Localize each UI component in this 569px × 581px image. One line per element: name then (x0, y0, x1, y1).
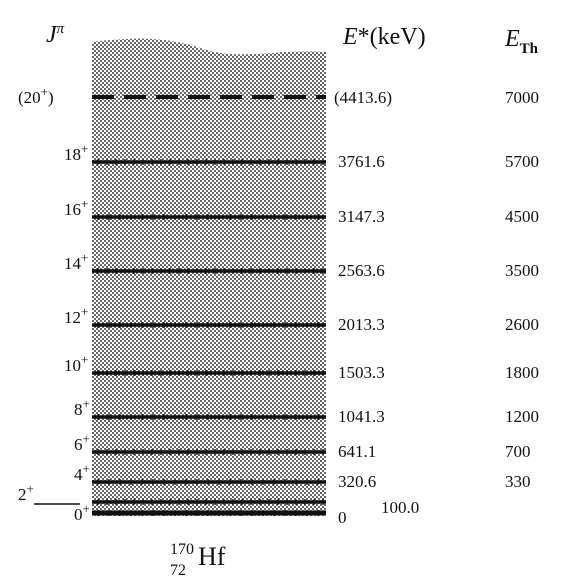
svg-text:Jπ: Jπ (46, 21, 65, 48)
svg-text:E*(keV): E*(keV) (342, 24, 426, 50)
level-energy-label: 0 (338, 508, 347, 527)
header-jpi: Jπ (46, 21, 65, 48)
level-energy-label: (4413.6) (334, 88, 392, 107)
level-theory-label: 1800 (505, 363, 539, 382)
level-spin-label: 6+ (74, 431, 90, 454)
level-spin-label: (20+) (18, 84, 54, 107)
level-energy-label: 320.6 (338, 472, 376, 491)
level-theory-label: 3500 (505, 261, 539, 280)
level-theory-label: 1200 (505, 407, 539, 426)
level-spin-label: 4+ (74, 461, 90, 484)
nucleus-symbol: Hf (198, 542, 226, 571)
nucleus-label: 170 72 Hf (170, 541, 226, 579)
stippled-band (92, 38, 326, 516)
header-energy: E*(keV) (342, 24, 426, 50)
nucleus-z: 72 (170, 562, 186, 579)
header-energy-unit: *(keV) (358, 24, 426, 50)
level-theory-label: 700 (505, 442, 531, 461)
header-theory-symbol: E (504, 26, 520, 52)
level-spin-label: 12+ (64, 304, 88, 327)
level-energy-label: 2013.3 (338, 315, 385, 334)
header-theory: ETh (504, 26, 539, 57)
header-jpi-sup: π (57, 21, 65, 37)
levels-group: 0+ 0 2+ 100.0 4+ 320.6 330 6+ 641.1 700 8+ 1041.3 12… (18, 84, 539, 527)
level-spin-label: 18+ (64, 141, 88, 164)
svg-text:ETh: ETh (504, 26, 539, 57)
level-spin-label: 8+ (74, 396, 90, 419)
level-spin-label: 14+ (64, 250, 88, 273)
header-energy-symbol: E (342, 24, 358, 50)
level-theory-label: 4500 (505, 207, 539, 226)
level-spin-label: 0+ (74, 501, 90, 524)
level-theory-label: 330 (505, 472, 531, 491)
level-spin-label: 10+ (64, 352, 88, 375)
level-theory-label: 5700 (505, 152, 539, 171)
level-energy-label: 1503.3 (338, 363, 385, 382)
level-energy-label: 1041.3 (338, 407, 385, 426)
level-theory-label: 7000 (505, 88, 539, 107)
level-spin-label: 2+ (18, 481, 34, 504)
header-theory-sub: Th (520, 41, 539, 57)
header-jpi-symbol: J (46, 22, 58, 48)
level-theory-label: 2600 (505, 315, 539, 334)
level-energy-label: 641.1 (338, 442, 376, 461)
level-energy-label: 100.0 (381, 498, 419, 517)
level-spin-label: 16+ (64, 196, 88, 219)
nucleus-mass: 170 (170, 541, 194, 558)
level-energy-label: 3147.3 (338, 207, 385, 226)
level-energy-label: 2563.6 (338, 261, 385, 280)
level-energy-label: 3761.6 (338, 152, 385, 171)
